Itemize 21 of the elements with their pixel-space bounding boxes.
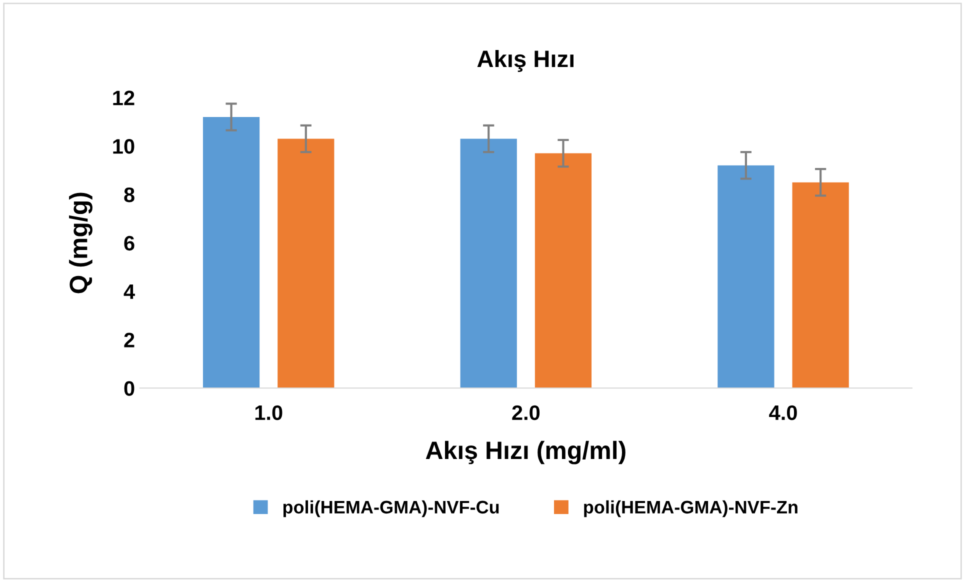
- y-tick-label: 12: [113, 90, 134, 106]
- legend-label: poli(HEMA-GMA)-NVF-Cu: [283, 500, 499, 518]
- chart-title: Akış Hızı: [477, 50, 574, 72]
- y-tick-label: 0: [124, 381, 134, 396]
- y-axis-title: Q (mg/g): [69, 192, 92, 294]
- x-tick-label: 2.0: [512, 405, 540, 420]
- y-tick-label: 4: [124, 284, 135, 299]
- bar: [792, 182, 849, 388]
- x-axis-title: Akış Hızı (mg/ml): [426, 440, 626, 464]
- legend-label: poli(HEMA-GMA)-NVF-Zn: [584, 500, 798, 518]
- bar: [534, 153, 592, 388]
- bar: [460, 138, 517, 388]
- y-tick-label: 10: [113, 139, 134, 154]
- y-tick-label: 8: [124, 187, 134, 202]
- x-tick-label: 1.0: [255, 405, 282, 420]
- bar: [202, 116, 260, 388]
- bar: [278, 138, 334, 388]
- x-tick-label: 4.0: [769, 405, 797, 420]
- y-tick-label: 2: [124, 332, 134, 348]
- y-tick-label: 6: [124, 236, 134, 251]
- bar: [718, 165, 774, 388]
